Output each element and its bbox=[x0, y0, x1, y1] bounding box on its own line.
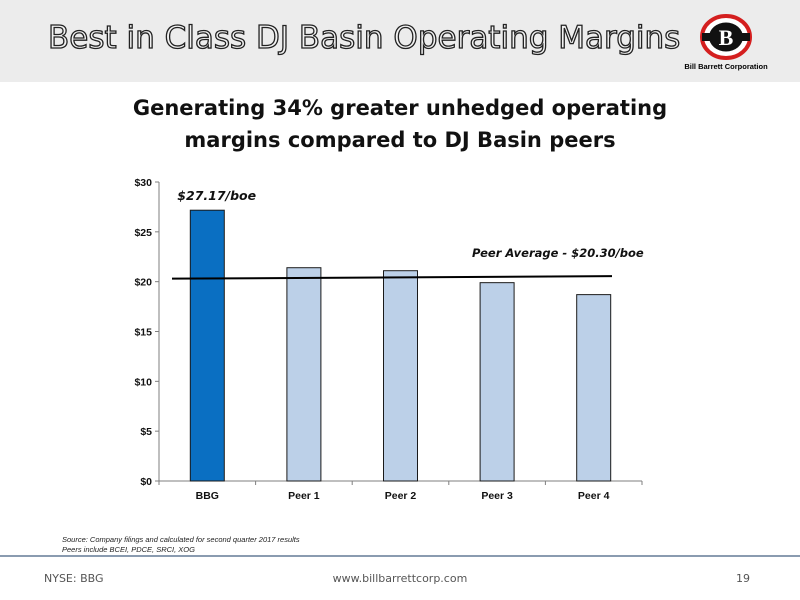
bbg-value-label: $27.17/boe bbox=[177, 188, 256, 203]
source-line-2: Peers include BCEI, PDCE, SRCI, XOG bbox=[62, 545, 195, 554]
x-tick-label: Peer 3 bbox=[481, 490, 513, 502]
company-logo: B Bill Barrett Corporation bbox=[664, 14, 788, 71]
bar-peer-4 bbox=[576, 294, 612, 482]
slide-title: Best in Class DJ Basin Operating Margins bbox=[47, 19, 681, 56]
y-tick-label: $30 bbox=[134, 177, 152, 189]
annotations: $27.17/boe Peer Average - $20.30/boe bbox=[171, 188, 644, 280]
source-note: Source: Company filings and calculated f… bbox=[62, 535, 300, 555]
footer-band bbox=[0, 557, 800, 600]
logo-company-name: Bill Barrett Corporation bbox=[684, 62, 768, 71]
y-tick-label: $10 bbox=[134, 376, 152, 388]
footer-divider bbox=[0, 555, 800, 557]
bar-peer-3 bbox=[479, 282, 515, 482]
bar-peer-2 bbox=[383, 270, 418, 482]
bar-peer-1 bbox=[286, 267, 322, 482]
x-axis-labels: BBG Peer 1 Peer 2 Peer 3 Peer 4 bbox=[158, 481, 643, 502]
y-tick-label: $20 bbox=[134, 277, 152, 289]
headline-line-1: Generating 34% greater unhedged operatin… bbox=[132, 96, 668, 120]
peer-average-label: Peer Average - $20.30/boe bbox=[472, 246, 644, 260]
chart-headline: Generating 34% greater unhedged operatin… bbox=[0, 92, 800, 156]
bars bbox=[189, 209, 612, 482]
y-tick-label: $15 bbox=[134, 327, 152, 339]
peer-average-line bbox=[171, 275, 613, 280]
headline-line-2: margins compared to DJ Basin peers bbox=[184, 128, 616, 152]
footer-page-number: 19 bbox=[736, 572, 750, 585]
y-tick-label: $0 bbox=[140, 476, 152, 488]
bar-bbg bbox=[189, 209, 225, 482]
x-tick-label: Peer 2 bbox=[385, 490, 417, 502]
footer-website[interactable]: www.billbarrettcorp.com bbox=[332, 572, 468, 585]
bbg-logo-icon: B bbox=[700, 14, 752, 60]
logo-letter: B bbox=[719, 25, 734, 50]
footer-ticker: NYSE: BBG bbox=[44, 572, 104, 585]
x-tick-label: BBG bbox=[196, 490, 219, 502]
source-line-1: Source: Company filings and calculated f… bbox=[62, 535, 300, 544]
y-tick-label: $25 bbox=[134, 227, 152, 239]
x-tick-label: Peer 4 bbox=[578, 490, 610, 502]
y-tick-label: $5 bbox=[140, 426, 152, 438]
header-band bbox=[0, 0, 800, 82]
x-tick-label: Peer 1 bbox=[288, 490, 320, 502]
